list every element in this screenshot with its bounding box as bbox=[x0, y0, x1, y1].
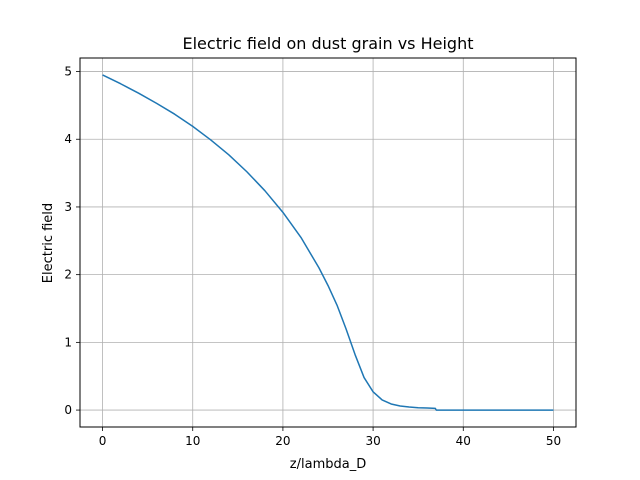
plot-frame bbox=[79, 57, 577, 428]
chart-title: Electric field on dust grain vs Height bbox=[183, 34, 474, 53]
x-axis-label: z/lambda_D bbox=[290, 457, 366, 472]
x-tick-label: 30 bbox=[365, 434, 380, 448]
y-tick-label: 0 bbox=[64, 403, 72, 417]
series-line bbox=[102, 74, 554, 411]
x-tick-label: 10 bbox=[185, 434, 200, 448]
y-tick-label: 2 bbox=[64, 268, 72, 282]
ticks: 0 10 20 30 40 50 0 1 2 3 4 5 bbox=[64, 65, 561, 448]
x-tick-label: 40 bbox=[456, 434, 471, 448]
y-tick-label: 1 bbox=[64, 335, 72, 349]
series bbox=[102, 74, 554, 411]
x-tick-label: 20 bbox=[275, 434, 290, 448]
y-tick-label: 5 bbox=[64, 65, 72, 79]
x-tick-label: 50 bbox=[546, 434, 561, 448]
y-tick-label: 4 bbox=[64, 132, 72, 146]
y-axis-label: Electric field bbox=[41, 203, 56, 283]
grid bbox=[80, 58, 576, 427]
y-tick-label: 3 bbox=[64, 200, 72, 214]
x-tick-label: 0 bbox=[99, 434, 107, 448]
